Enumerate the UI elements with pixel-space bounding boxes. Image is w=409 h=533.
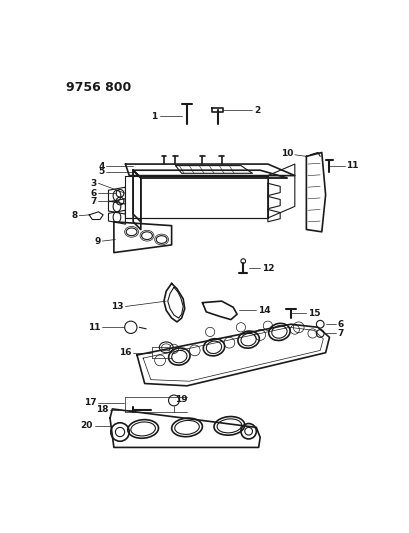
Text: 20: 20 [81, 422, 93, 430]
Text: 1: 1 [151, 112, 157, 121]
Text: 7: 7 [336, 329, 343, 338]
Text: 4: 4 [98, 162, 104, 171]
Text: 16: 16 [119, 348, 131, 357]
Text: 18: 18 [96, 405, 108, 414]
Text: 11: 11 [88, 323, 101, 332]
Text: 6: 6 [336, 320, 343, 329]
Text: 9: 9 [94, 237, 101, 246]
Text: 2: 2 [254, 106, 260, 115]
Text: 10: 10 [280, 149, 292, 158]
Text: 19: 19 [175, 395, 188, 404]
Text: 5: 5 [98, 167, 104, 176]
Text: 8: 8 [71, 211, 77, 220]
Text: 17: 17 [84, 398, 97, 407]
Text: 12: 12 [261, 263, 274, 272]
Text: 9756 800: 9756 800 [66, 81, 131, 94]
Text: 3: 3 [90, 179, 97, 188]
Text: 14: 14 [257, 306, 270, 315]
Text: 11: 11 [346, 161, 358, 170]
Text: 6: 6 [90, 189, 97, 198]
Text: 13: 13 [111, 302, 124, 311]
Text: 15: 15 [307, 309, 320, 318]
Text: 7: 7 [90, 197, 97, 206]
